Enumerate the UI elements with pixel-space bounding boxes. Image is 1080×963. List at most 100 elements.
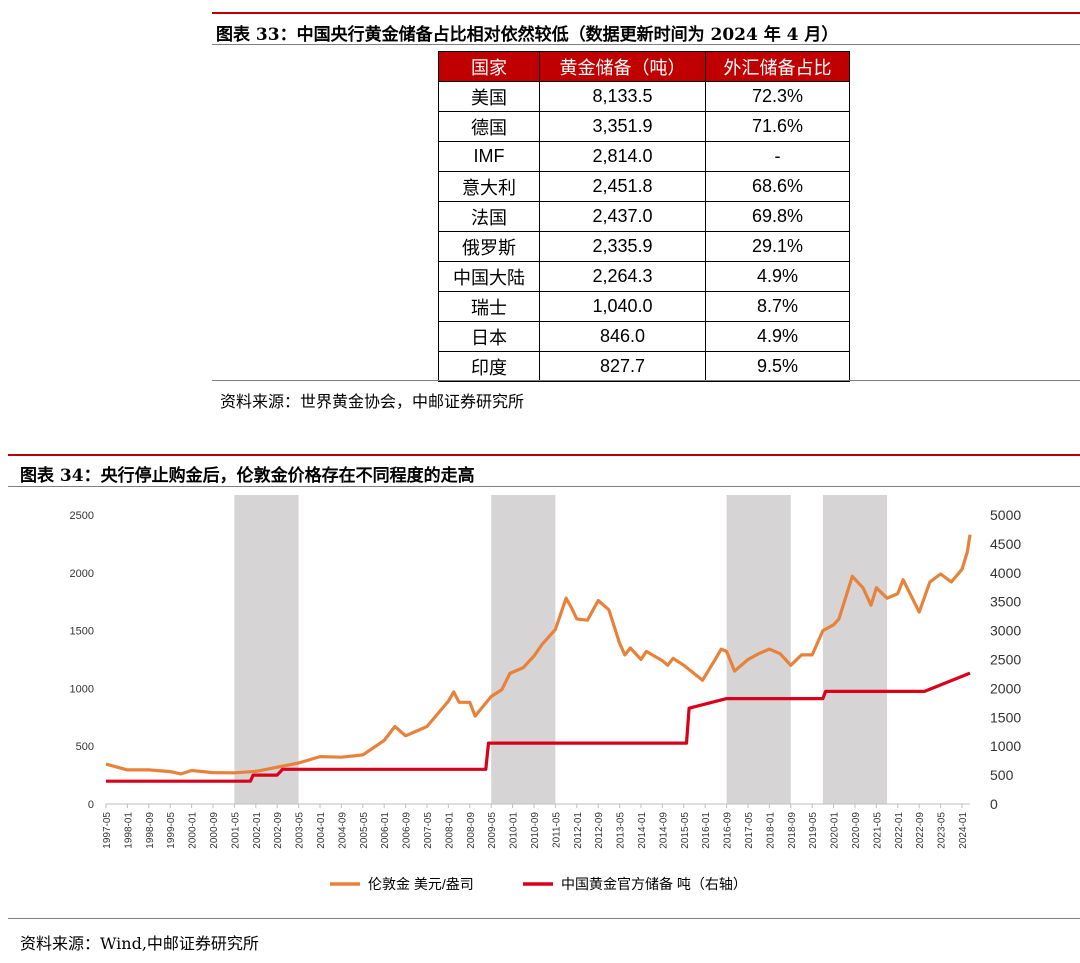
- y-left-tick-label: 0: [88, 799, 94, 811]
- table-cell-share: 9.5%: [705, 351, 850, 382]
- table-cell-share: 29.1%: [705, 231, 850, 262]
- x-tick-label: 2018-09: [787, 812, 798, 849]
- gold-price-line: [105, 534, 972, 776]
- x-tick-label: 2014-09: [658, 812, 669, 849]
- table-row: 美国 8,133.5 72.3%: [438, 81, 850, 112]
- x-tick-label: 2001-05: [230, 812, 241, 849]
- x-tick-label: 2017-05: [744, 812, 755, 849]
- table-row: IMF 2,814.0-: [438, 141, 850, 172]
- y-right-tick-label: 4000: [990, 565, 1021, 581]
- x-tick-label: 2000-01: [188, 812, 199, 849]
- x-tick-label: 1998-09: [145, 812, 156, 849]
- shaded-period: [822, 495, 888, 804]
- figure33-caption-rule: [212, 44, 1080, 45]
- x-tick-label: 2024-01: [958, 812, 969, 849]
- y-left-tick-label: 2500: [70, 510, 94, 522]
- y-left-tick-label: 500: [76, 741, 94, 753]
- x-tick-label: 2008-01: [444, 812, 455, 849]
- figure34-top-rule: [8, 454, 1080, 456]
- shaded-period: [491, 495, 556, 804]
- x-tick-label: 2000-09: [209, 812, 220, 849]
- x-tick-label: 2023-05: [937, 812, 948, 849]
- x-tick-label: 2015-05: [680, 812, 691, 849]
- x-tick-label: 2022-09: [915, 812, 926, 849]
- x-tick-label: 2022-01: [894, 812, 905, 849]
- x-tick-label: 2004-09: [337, 812, 348, 849]
- x-tick-label: 2020-09: [851, 812, 862, 849]
- figure33-top-rule: [212, 12, 1080, 14]
- x-tick-label: 2005-05: [359, 812, 370, 849]
- table-cell-reserve: 846.0: [539, 321, 706, 352]
- col-header-share: 外汇储备占比: [705, 51, 850, 82]
- col-header-reserve: 黄金储备（吨）: [539, 51, 706, 82]
- table-cell-country: 俄罗斯: [438, 231, 540, 262]
- y-right-tick-label: 0: [990, 796, 998, 812]
- reserve-line: [106, 671, 971, 783]
- table-cell-country: IMF: [438, 141, 540, 172]
- x-tick-label: 2008-09: [466, 812, 477, 849]
- table-cell-country: 日本: [438, 321, 540, 352]
- y-right-tick-label: 2000: [990, 680, 1021, 696]
- x-tick-label: 2011-05: [551, 812, 562, 848]
- table-cell-reserve: 2,814.0: [539, 141, 706, 172]
- legend-reserve-label: 中国黄金官方储备 吨（右轴）: [561, 876, 747, 892]
- x-tick-label: 2006-09: [402, 812, 413, 849]
- table-cell-share: 4.9%: [705, 321, 850, 352]
- y-left-tick-label: 1500: [70, 626, 94, 638]
- x-tick-label: 2004-01: [316, 812, 327, 849]
- gold-reserve-table: 国家 黄金储备（吨） 外汇储备占比 美国 8,133.5 72.3% 德国 3,351…: [438, 51, 850, 382]
- y-right-tick-label: 2500: [990, 652, 1021, 668]
- table-cell-country: 瑞士: [438, 291, 540, 322]
- y-right-tick-label: 3000: [990, 623, 1021, 639]
- table-cell-country: 印度: [438, 351, 540, 382]
- legend: 伦敦金 美元/盎司 中国黄金官方储备 吨（右轴）: [330, 876, 747, 892]
- x-tick-label: 2010-09: [530, 812, 541, 849]
- table-cell-share: 72.3%: [705, 81, 850, 112]
- y-right-tick-label: 5000: [990, 507, 1021, 523]
- table-cell-share: 4.9%: [705, 261, 850, 292]
- shaded-periods: [234, 495, 888, 804]
- table-cell-share: -: [705, 141, 850, 172]
- col-header-country: 国家: [438, 51, 540, 82]
- table-row: 印度 827.7 9.5%: [438, 351, 850, 382]
- figure34-bottom-rule: [8, 918, 1080, 919]
- table-cell-share: 71.6%: [705, 111, 850, 142]
- table-row: 意大利 2,451.8 68.6%: [438, 171, 850, 202]
- x-tick-label: 2002-09: [273, 812, 284, 849]
- x-tick-label: 2012-09: [594, 812, 605, 849]
- table-cell-share: 69.8%: [705, 201, 850, 232]
- table-row: 德国 3,351.9 71.6%: [438, 111, 850, 142]
- table-cell-country: 美国: [438, 81, 540, 112]
- table-row: 俄罗斯 2,335.9 29.1%: [438, 231, 850, 262]
- x-tick-label: 2018-01: [765, 812, 776, 849]
- x-tick-label: 2009-05: [487, 812, 498, 849]
- x-tick-label: 2020-01: [830, 812, 841, 849]
- x-tick-label: 2002-01: [252, 812, 263, 849]
- table-cell-share: 8.7%: [705, 291, 850, 322]
- table-cell-reserve: 3,351.9: [539, 111, 706, 142]
- x-tick-label: 2007-05: [423, 812, 434, 849]
- table-cell-country: 意大利: [438, 171, 540, 202]
- figure34-caption-rule: [8, 486, 1080, 487]
- x-tick-label: 2010-01: [509, 812, 520, 849]
- y-left-tick-label: 1000: [70, 683, 94, 695]
- table-cell-reserve: 827.7: [539, 351, 706, 382]
- table-row: 瑞士 1,040.0 8.7%: [438, 291, 850, 322]
- x-tick-label: 2003-05: [295, 812, 306, 849]
- table-cell-reserve: 2,451.8: [539, 171, 706, 202]
- y-right-tick-label: 4500: [990, 536, 1021, 552]
- table-row: 中国大陆 2,264.3 4.9%: [438, 261, 850, 292]
- x-tick-label: 1998-01: [123, 812, 134, 849]
- x-tick-label: 1999-05: [166, 812, 177, 849]
- series-lines: [105, 534, 972, 783]
- legend-gold-label: 伦敦金 美元/盎司: [368, 876, 474, 892]
- figure33-source: 资料来源：世界黄金协会，中邮证券研究所: [220, 392, 525, 411]
- table-cell-reserve: 1,040.0: [539, 291, 706, 322]
- y-left-tick-label: 2000: [70, 568, 94, 580]
- figure33-bottom-rule: [212, 380, 1080, 381]
- y-right-tick-label: 500: [990, 767, 1014, 783]
- table-row: 日本 846.0 4.9%: [438, 321, 850, 352]
- table-header-row: 国家 黄金储备（吨） 外汇储备占比: [438, 51, 850, 82]
- table-cell-country: 德国: [438, 111, 540, 142]
- axes: 1997-05 1998-01 1998-09 1999-05 2000-01 2000-…: [70, 507, 1022, 849]
